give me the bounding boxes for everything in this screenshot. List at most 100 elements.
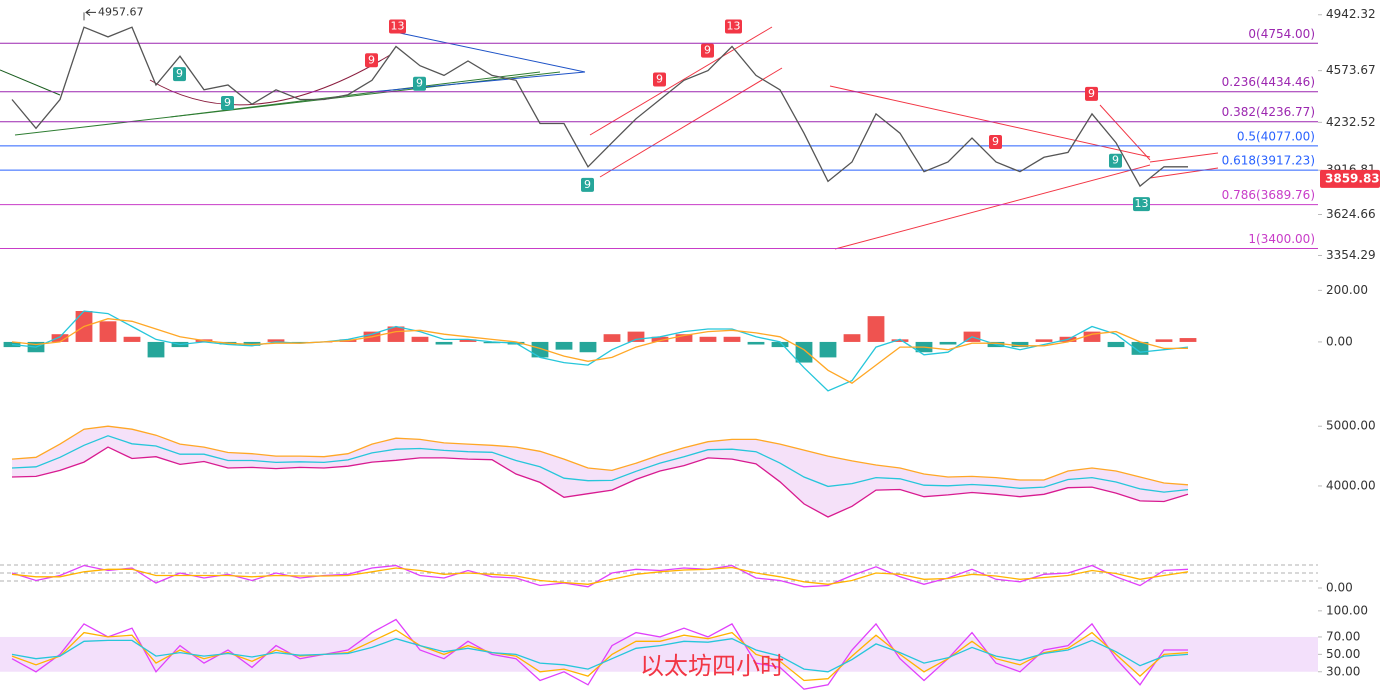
histogram-bar [1179,338,1197,342]
histogram-bar [771,341,789,348]
histogram-bar [699,336,717,342]
indicator-line [11,318,1188,384]
td-marker-label: 9 [1088,87,1095,100]
histogram-bar [555,341,573,350]
y-tick-label: 200.00 [1326,283,1368,297]
watermark: 以太坊四小时 [640,652,784,680]
histogram-bar [459,339,477,342]
td-marker-label: 9 [1112,154,1119,167]
last-price-label: 3859.83 [1325,171,1380,185]
td-marker [221,95,234,110]
arc [149,54,391,106]
histogram-bar [99,321,117,342]
td-marker-label: 13 [1135,197,1149,210]
td-marker-label: 9 [176,67,183,80]
y-tick-label: 0.00 [1326,334,1353,348]
histogram-bar [627,331,645,342]
td-marker [581,177,594,192]
histogram-bar [795,341,813,363]
td-marker-label: 9 [704,44,711,57]
fib-label: 1(3400.00) [1248,232,1315,246]
histogram-bar [867,316,885,342]
y-tick-label: 100.00 [1326,603,1368,617]
histogram-bar [843,334,861,342]
y-tick-label: 4232.52 [1326,115,1376,129]
trendline [589,26,773,136]
y-tick-label: 50.00 [1326,647,1360,661]
trendline [369,71,586,93]
fib-label: 0.618(3917.23) [1222,154,1315,168]
td-marker [1085,86,1098,101]
histogram-bar [1035,339,1053,342]
y-tick-label: 4942.32 [1326,7,1376,21]
histogram-bar [723,336,741,342]
histogram-bar [579,341,597,353]
fib-label: 0.236(4434.46) [1222,75,1315,89]
band-line [11,435,1189,493]
y-tick-label: 4573.67 [1326,63,1376,77]
histogram-bar [267,339,285,342]
td-marker-label: 9 [992,135,999,148]
y-tick-label: 5000.00 [1326,419,1376,433]
histogram-bar [939,341,957,345]
histogram-bar [51,334,69,342]
td-marker [1133,197,1150,212]
td-marker [701,43,714,58]
td-marker-label: 9 [224,96,231,109]
fib-label: 0.5(4077.00) [1237,129,1315,143]
histogram-bar [435,341,453,345]
td-marker [653,72,666,87]
indicator-line [11,566,1189,585]
trendline [0,69,61,96]
fib-label: 0(4754.00) [1248,27,1315,41]
histogram-bar [387,326,405,342]
trendline [599,67,783,178]
peak-label: 4957.67 [98,5,144,18]
td-marker-label: 9 [416,77,423,90]
trendline [1149,152,1219,163]
td-marker-label: 9 [656,73,663,86]
y-tick-label: 70.00 [1326,629,1360,643]
histogram-bar [819,341,837,358]
histogram-bar [891,339,909,342]
histogram-bar [1155,339,1173,342]
indicator-line [11,638,1189,673]
histogram-bar [147,341,165,358]
histogram-bar [1011,341,1029,348]
td-marker [1109,153,1122,168]
y-tick-label: 4000.00 [1326,478,1376,492]
histogram-bar [483,341,501,344]
indicator-line [11,629,1189,682]
histogram-bar [603,334,621,342]
histogram-bar [531,341,549,358]
td-marker-label: 9 [368,53,375,66]
histogram-bar [1083,331,1101,342]
histogram-bar [123,336,141,342]
peak-arrow [85,9,96,16]
indicator-line [11,26,1188,188]
td-marker-label: 13 [727,19,741,32]
band-fill [12,426,1188,517]
td-marker-label: 9 [584,178,591,191]
histogram-bar [411,336,429,342]
td-marker [413,76,426,91]
y-tick-label: 30.00 [1326,664,1360,678]
td-marker [989,134,1002,149]
histogram-bar [1107,341,1125,348]
trendline [1099,104,1151,161]
y-tick-label: 3354.29 [1326,248,1376,262]
histogram-bar [747,341,765,345]
last-price-box [1320,169,1380,188]
trendline [394,31,586,73]
td-marker [365,53,378,68]
band-line [11,425,1189,486]
td-marker [389,19,406,34]
histogram-bar [651,336,669,342]
trendline [834,164,1151,250]
td-marker-label: 13 [391,19,405,32]
y-tick-label: 3624.66 [1326,207,1376,221]
y-tick-label: 0.00 [1326,581,1353,595]
histogram-bar [675,334,693,342]
td-marker [173,67,186,82]
